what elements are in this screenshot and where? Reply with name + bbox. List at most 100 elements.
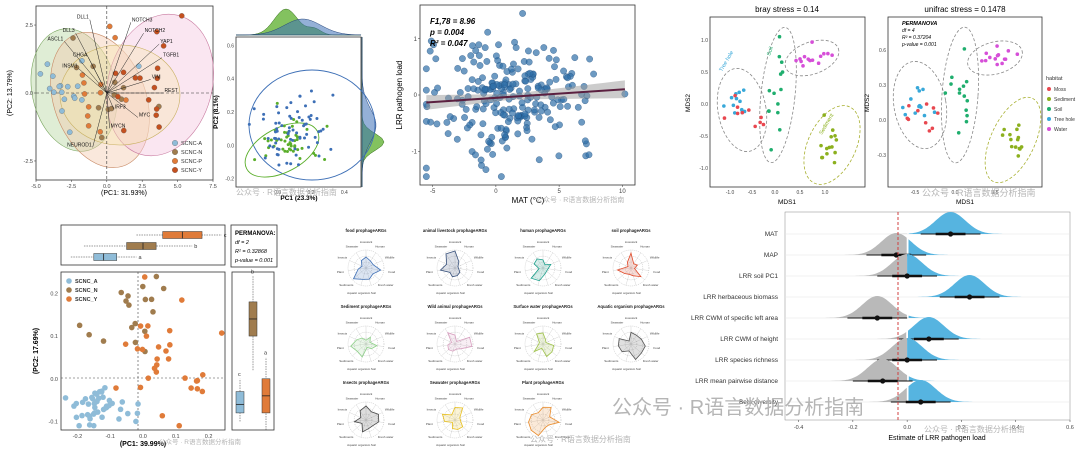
radar-spoke (525, 343, 544, 347)
x-tick-label: -5.0 (31, 184, 40, 190)
legend-key (1047, 117, 1051, 121)
sample-point (733, 93, 737, 98)
x-tick-label: -0.5 (911, 190, 920, 196)
y-tick-label: -0.2 (225, 177, 234, 183)
sample-point (1002, 127, 1006, 132)
row-label: MAT (765, 231, 778, 238)
sample-point (957, 91, 962, 95)
sample-point (829, 134, 833, 139)
blue-point (275, 105, 279, 109)
nmds-bray-panel: bray stress = 0.14 Tree hole Soil Sedime… (685, 5, 866, 206)
sample-point (1009, 144, 1014, 149)
sample-point (816, 61, 821, 65)
sample-point (71, 95, 78, 101)
blue-point (312, 100, 316, 104)
radar-axis-label: Insects (338, 407, 348, 411)
sample-point (964, 108, 968, 112)
radar-spoke (542, 328, 553, 345)
x-axis-label: MAT (°C) (512, 196, 545, 205)
sample-point (145, 323, 151, 329)
radar-axis-label: Aquatic organism (347, 367, 371, 371)
radar-axis-label: Livestock (360, 316, 373, 320)
sample-point (64, 83, 71, 90)
radar-axis-label: Insects (338, 255, 348, 259)
data-point (446, 113, 454, 120)
radar-axis-label: Livestock (537, 240, 550, 244)
green-point (292, 117, 296, 121)
data-point (469, 42, 476, 49)
data-point (489, 82, 497, 90)
sample-point (85, 123, 92, 129)
permanova-df: df = 2 (235, 240, 249, 246)
stat-f: F1,78 = 8.96 (430, 17, 476, 26)
radar-axis-label: Human (464, 396, 474, 400)
legend-label: SCNC-P (181, 159, 202, 165)
sample-point (106, 397, 113, 404)
data-point (462, 106, 470, 113)
radar-title: Surface water prophageARGs (513, 304, 573, 309)
blue-point (285, 106, 289, 110)
x-tick-label: -0.1 (105, 434, 114, 440)
ridge-negative-area (830, 359, 908, 381)
radar-axis-label: Plant (426, 346, 433, 350)
sample-point (735, 111, 740, 116)
radar-spoke (365, 404, 376, 421)
sample-point (94, 398, 100, 405)
sample-point (980, 59, 984, 63)
data-point (464, 124, 471, 132)
sample-point (194, 385, 201, 392)
radar-ring (359, 337, 373, 351)
data-point (581, 137, 589, 145)
water-ellipse (967, 40, 1023, 76)
blue-point (263, 156, 267, 160)
blue-point (329, 147, 333, 151)
sample-point (830, 128, 835, 132)
radar-spoke (365, 343, 372, 362)
data-point (519, 10, 526, 17)
sample-point (81, 80, 87, 86)
sample-point (794, 58, 798, 63)
sample-point (935, 111, 940, 115)
sample-point (159, 412, 166, 419)
radar-spoke (454, 343, 461, 362)
sample-point (153, 369, 160, 375)
radar-axis-label: Human (375, 320, 385, 324)
box (235, 391, 245, 414)
data-point (453, 135, 461, 143)
sample-point (753, 124, 757, 129)
sample-point (150, 309, 156, 315)
radar-axis-label: Aquatic organism (524, 367, 548, 371)
sample-point (822, 113, 826, 117)
radar-spoke (617, 343, 632, 356)
radar-axis-label: Wildlife (474, 255, 484, 259)
green-point (285, 135, 289, 139)
data-point (590, 70, 597, 78)
radar-axis-label: Insects (427, 331, 437, 335)
sample-point (154, 356, 160, 362)
blue-point (309, 89, 313, 93)
radar-title: Plant prophageARGs (522, 380, 565, 385)
radar-axis-label: Soil (460, 367, 465, 371)
sample-point (915, 85, 920, 90)
sample-point (780, 70, 785, 74)
blue-point (291, 138, 295, 142)
radar-axis-label: Wildlife (385, 407, 395, 411)
radar-axis-label: Soil (460, 291, 465, 295)
sample-point (100, 394, 106, 401)
sample-point (125, 293, 131, 299)
green-point (289, 144, 293, 148)
radar-axis-label: Food (388, 346, 395, 350)
ridge-positive-area (907, 338, 960, 360)
sample-point (962, 94, 967, 98)
sample-point (993, 57, 998, 61)
radar-axis-label: Aquatic organism (347, 443, 371, 447)
radar-axis-label: Plant (426, 270, 433, 274)
data-point (477, 156, 485, 164)
sample-point (102, 384, 108, 391)
radar-axis-label: Soil (460, 443, 465, 447)
radar-spoke (438, 412, 456, 421)
blue-point (296, 110, 300, 114)
radar-axis-label: Food (565, 270, 572, 274)
